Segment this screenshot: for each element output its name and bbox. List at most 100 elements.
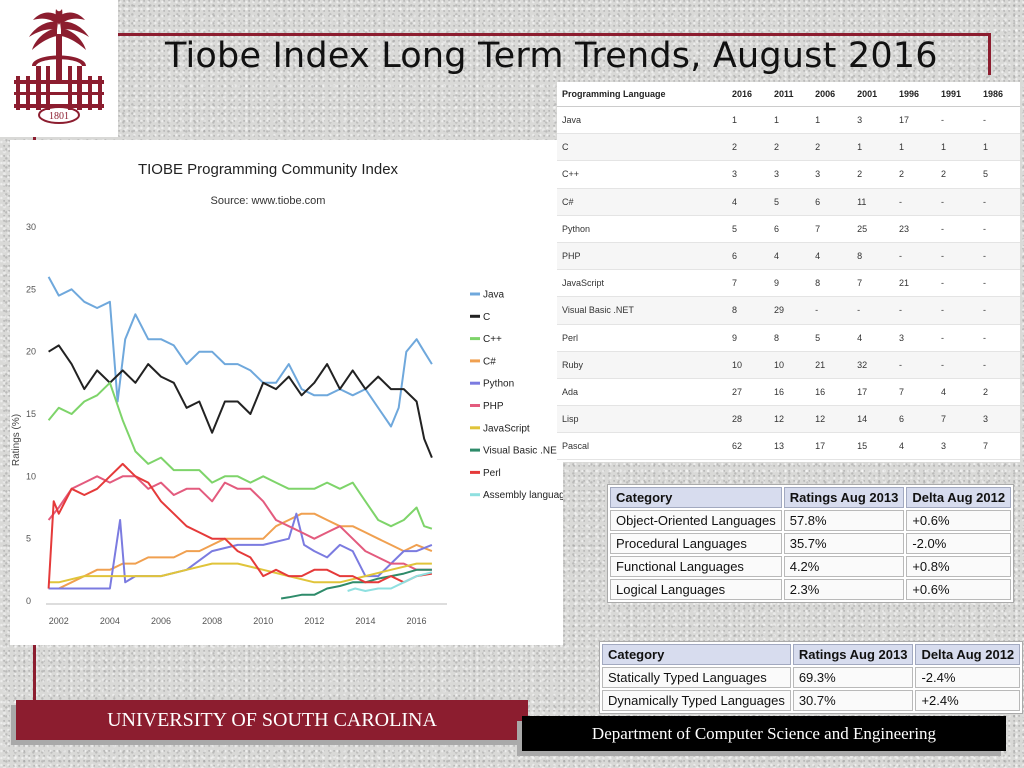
value-cell: 3 <box>894 324 936 352</box>
value-cell: 69.3% <box>792 667 914 688</box>
row-label-cell: JavaScript <box>557 269 727 298</box>
x-tick-label: 2004 <box>100 616 120 626</box>
value-cell: - <box>936 242 978 271</box>
row-label-cell: C <box>557 133 727 162</box>
value-cell: 1 <box>810 106 853 135</box>
value-cell: 3 <box>768 160 811 189</box>
value-cell: 62 <box>727 432 769 461</box>
logo-year: 1801 <box>49 111 69 122</box>
column-header: Ratings Aug 2013 <box>783 487 905 508</box>
value-cell: 10 <box>768 351 811 379</box>
value-cell: 35.7% <box>783 533 905 554</box>
paradigm-row: Logical Languages 2.3% +0.6% <box>610 579 1012 600</box>
value-cell: +0.6% <box>906 510 1012 531</box>
value-cell: - <box>977 324 1020 352</box>
row-label-cell: Python <box>557 215 727 243</box>
frame-top-line <box>118 33 991 36</box>
value-cell: 21 <box>894 269 936 298</box>
value-cell: 2 <box>852 160 895 189</box>
value-cell: 8 <box>810 269 853 298</box>
value-cell: - <box>852 296 895 325</box>
x-tick-label: 2002 <box>49 616 69 626</box>
ranking-row: Visual Basic .NET 8 29- - - - - <box>557 296 1020 325</box>
value-cell: 8 <box>852 242 895 271</box>
value-cell: 2.3% <box>783 579 905 600</box>
chart-y-label: Ratings (%) <box>11 414 22 466</box>
value-cell: 4.2% <box>783 556 905 577</box>
value-cell: - <box>936 215 978 243</box>
value-cell: - <box>894 296 936 325</box>
legend-label: Visual Basic .NET <box>483 446 563 457</box>
value-cell: - <box>894 188 936 216</box>
series-line-9 <box>347 571 433 592</box>
legend-label: C <box>483 312 490 323</box>
university-banner: UNIVERSITY OF SOUTH CAROLINA <box>16 700 528 740</box>
value-cell: +0.8% <box>906 556 1012 577</box>
value-cell: 4 <box>894 432 936 461</box>
column-header: 1996 <box>894 82 936 107</box>
value-cell: 7 <box>977 432 1020 461</box>
value-cell: 14 <box>852 405 895 434</box>
value-cell: 6 <box>727 242 769 271</box>
row-label-cell: C++ <box>557 160 727 189</box>
palmetto-tree-logo-icon: 1801 <box>14 9 104 124</box>
row-label-cell: Logical Languages <box>610 579 782 600</box>
value-cell: 4 <box>936 378 978 407</box>
column-header: Delta Aug 2012 <box>915 644 1021 665</box>
value-cell: 1 <box>894 133 936 162</box>
value-cell: 5 <box>977 160 1020 189</box>
ranking-row: Python 5 6 7 25 23- - <box>557 215 1020 243</box>
value-cell: 6 <box>768 215 811 243</box>
row-label-cell: Pascal <box>557 432 727 461</box>
value-cell: 7 <box>810 215 853 243</box>
column-header: 2011 <box>768 82 811 107</box>
row-label-cell: Statically Typed Languages <box>602 667 791 688</box>
ranking-row: PHP 6 4 4 8- - - <box>557 242 1020 271</box>
y-tick-label: 5 <box>26 534 31 544</box>
x-tick-label: 2010 <box>253 616 273 626</box>
y-tick-label: 20 <box>26 347 36 357</box>
value-cell: - <box>810 296 853 325</box>
row-label-cell: Ruby <box>557 351 727 379</box>
row-label-cell: Lisp <box>557 405 727 434</box>
value-cell: - <box>894 242 936 271</box>
ranking-row: Pascal 62 13 17 15 4 3 7 <box>557 432 1020 461</box>
frame-right-line <box>988 33 991 75</box>
value-cell: 4 <box>727 188 769 216</box>
value-cell: 7 <box>727 269 769 298</box>
value-cell: 25 <box>852 215 895 243</box>
paradigm-table-header: Category Ratings Aug 2013 Delta Aug 2012 <box>610 487 1012 508</box>
chart-title: TIOBE Programming Community Index <box>138 161 399 178</box>
ranking-row: Perl 9 8 5 4 3- - <box>557 324 1020 352</box>
series-line-0 <box>47 276 433 428</box>
series-line-6 <box>48 562 432 584</box>
series-line-4 <box>48 512 433 590</box>
typing-row: Dynamically Typed Languages 30.7% +2.4% <box>602 690 1021 711</box>
value-cell: 17 <box>810 432 853 461</box>
value-cell: -2.0% <box>906 533 1012 554</box>
value-cell: - <box>936 351 978 379</box>
series-line-5 <box>47 475 432 571</box>
value-cell: 2 <box>936 160 978 189</box>
value-cell: 6 <box>810 188 853 216</box>
department-banner: Department of Computer Science and Engin… <box>522 716 1006 751</box>
value-cell: 8 <box>768 324 811 352</box>
value-cell: 1 <box>936 133 978 162</box>
ranking-row: C++ 3 3 3 2 2 2 5 <box>557 160 1020 189</box>
value-cell: 1 <box>977 133 1020 162</box>
value-cell: - <box>977 188 1020 216</box>
value-cell: - <box>936 296 978 325</box>
column-header: 2006 <box>810 82 853 107</box>
series-line-3 <box>48 512 433 590</box>
row-label-cell: Ada <box>557 378 727 407</box>
value-cell: 32 <box>852 351 895 379</box>
legend-label: Java <box>483 290 505 301</box>
row-label-cell: Java <box>557 106 727 135</box>
value-cell: 21 <box>810 351 853 379</box>
column-header: Programming Language <box>557 82 727 107</box>
value-cell: 1 <box>727 106 769 135</box>
value-cell: 5 <box>810 324 853 352</box>
series-line-7 <box>280 568 432 600</box>
value-cell: 2 <box>810 133 853 162</box>
typing-category-table: Category Ratings Aug 2013 Delta Aug 2012 S… <box>599 641 1024 714</box>
